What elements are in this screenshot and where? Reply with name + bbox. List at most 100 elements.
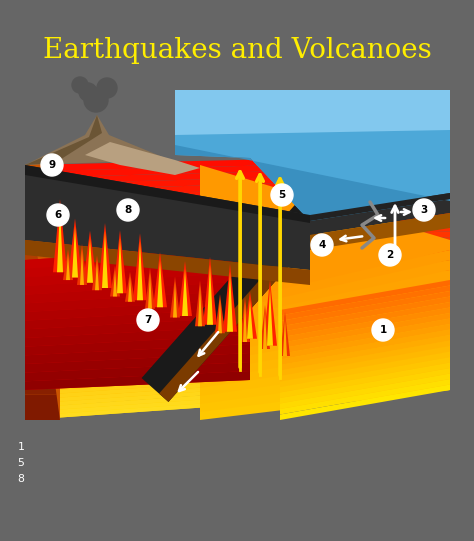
Polygon shape	[25, 196, 450, 216]
Polygon shape	[25, 254, 250, 278]
Polygon shape	[98, 223, 112, 288]
Polygon shape	[200, 165, 450, 308]
Polygon shape	[310, 193, 450, 221]
Polygon shape	[25, 337, 450, 369]
Polygon shape	[280, 346, 450, 381]
Polygon shape	[25, 384, 450, 420]
Polygon shape	[280, 357, 450, 393]
Text: 3: 3	[420, 205, 428, 215]
Polygon shape	[25, 167, 450, 184]
Circle shape	[117, 199, 139, 221]
Polygon shape	[25, 299, 250, 321]
Polygon shape	[25, 293, 46, 318]
Polygon shape	[128, 277, 132, 302]
Polygon shape	[280, 312, 290, 356]
Polygon shape	[200, 300, 450, 356]
Polygon shape	[25, 241, 39, 267]
Polygon shape	[25, 237, 450, 261]
Polygon shape	[25, 372, 450, 407]
Polygon shape	[25, 245, 250, 269]
Polygon shape	[200, 300, 450, 412]
Circle shape	[372, 319, 394, 341]
Polygon shape	[25, 272, 250, 295]
Polygon shape	[25, 226, 450, 248]
Polygon shape	[25, 346, 450, 380]
Polygon shape	[25, 335, 250, 355]
Polygon shape	[195, 280, 205, 326]
Polygon shape	[25, 355, 450, 388]
Polygon shape	[263, 280, 277, 346]
Polygon shape	[25, 273, 450, 299]
Circle shape	[137, 309, 159, 331]
Circle shape	[72, 77, 88, 93]
Polygon shape	[25, 179, 450, 197]
Polygon shape	[240, 297, 250, 342]
Circle shape	[311, 234, 333, 256]
Polygon shape	[25, 216, 36, 241]
Polygon shape	[173, 281, 177, 318]
Polygon shape	[182, 269, 188, 316]
Text: Earthquakes and Volcanoes: Earthquakes and Volcanoes	[43, 36, 431, 63]
Polygon shape	[280, 302, 450, 338]
Polygon shape	[25, 349, 450, 382]
Polygon shape	[25, 343, 450, 375]
Text: 9: 9	[48, 160, 55, 170]
Polygon shape	[25, 317, 250, 338]
Polygon shape	[125, 272, 135, 302]
Polygon shape	[25, 263, 250, 286]
Polygon shape	[200, 300, 450, 420]
Polygon shape	[25, 281, 250, 304]
Polygon shape	[83, 231, 97, 283]
Polygon shape	[25, 362, 450, 396]
Polygon shape	[207, 265, 213, 325]
Polygon shape	[280, 296, 450, 332]
Polygon shape	[175, 145, 450, 221]
Circle shape	[47, 204, 69, 226]
Polygon shape	[102, 231, 108, 288]
Polygon shape	[25, 267, 450, 293]
Polygon shape	[267, 288, 273, 346]
Polygon shape	[142, 203, 323, 402]
Polygon shape	[25, 322, 450, 356]
Polygon shape	[25, 220, 450, 241]
Polygon shape	[280, 329, 450, 365]
Polygon shape	[25, 366, 450, 400]
Text: 8: 8	[124, 205, 132, 215]
Polygon shape	[175, 90, 450, 221]
Polygon shape	[25, 318, 450, 352]
Polygon shape	[53, 199, 67, 272]
Polygon shape	[157, 260, 163, 307]
Polygon shape	[25, 326, 450, 360]
Polygon shape	[25, 173, 450, 190]
Polygon shape	[25, 243, 450, 267]
Polygon shape	[280, 385, 450, 420]
Polygon shape	[77, 244, 87, 285]
Text: 1. Asthenosphere      2. Magma Rising     3. Rift     4. Oceanic lithosphere: 1. Asthenosphere 2. Magma Rising 3. Rift…	[18, 442, 415, 452]
Polygon shape	[280, 307, 450, 343]
Circle shape	[271, 184, 293, 206]
Polygon shape	[198, 285, 202, 326]
Circle shape	[379, 244, 401, 266]
Polygon shape	[113, 270, 117, 296]
Polygon shape	[200, 300, 450, 380]
Polygon shape	[80, 249, 84, 285]
Polygon shape	[25, 386, 450, 420]
Polygon shape	[243, 292, 257, 339]
Polygon shape	[25, 310, 450, 344]
Text: 1: 1	[379, 325, 387, 335]
Polygon shape	[25, 382, 450, 416]
Polygon shape	[25, 115, 170, 165]
Circle shape	[84, 88, 108, 112]
Polygon shape	[200, 300, 450, 372]
Polygon shape	[280, 324, 450, 360]
Polygon shape	[25, 318, 49, 344]
Polygon shape	[145, 268, 155, 309]
Polygon shape	[25, 338, 450, 372]
Polygon shape	[25, 370, 450, 404]
Text: 4: 4	[319, 240, 326, 250]
Polygon shape	[25, 296, 450, 325]
Polygon shape	[25, 358, 450, 392]
Polygon shape	[25, 361, 450, 394]
Polygon shape	[280, 280, 450, 315]
Polygon shape	[25, 314, 450, 348]
